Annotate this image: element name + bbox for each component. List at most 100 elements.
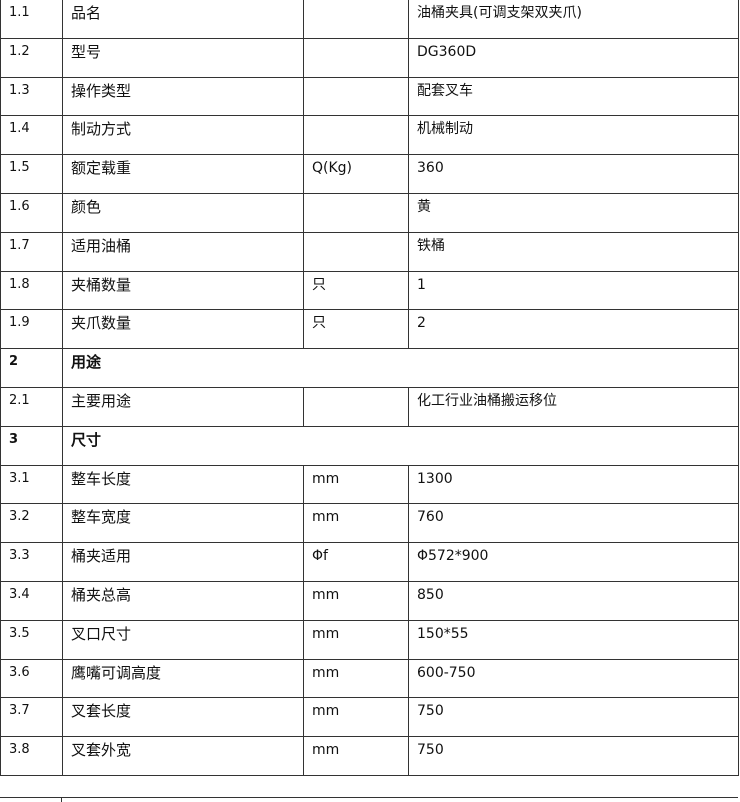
- cell-value: 化工行业油桶搬运移位: [408, 386, 739, 427]
- spec-row: 3.6 鹰嘴可调高度 mm 600-750: [0, 658, 739, 699]
- cell-name: 主要用途: [62, 386, 304, 427]
- cell-unit: mm: [303, 619, 409, 660]
- cell-no: 1.3: [0, 76, 63, 117]
- spec-row: 3.1 整车长度 mm 1300: [0, 464, 739, 505]
- cell-value: 600-750: [408, 658, 739, 699]
- cell-no: 3.7: [0, 697, 63, 738]
- cell-unit: [303, 231, 409, 272]
- cell-name: 操作类型: [62, 76, 304, 117]
- cell-name: 整车宽度: [62, 503, 304, 544]
- cell-no: 1.5: [0, 154, 63, 194]
- cell-unit: mm: [303, 736, 409, 776]
- spec-row: 3.4 桶夹总高 mm 850: [0, 580, 739, 621]
- cell-no: 3.2: [0, 503, 63, 544]
- cell-no: 3.5: [0, 619, 63, 660]
- cell-no: 2: [0, 348, 63, 388]
- section-row: 2 用途: [0, 348, 739, 388]
- cell-value: 1300: [408, 464, 739, 505]
- spec-row: 3.3 桶夹适用 Φf Φ572*900: [0, 542, 739, 582]
- cell-unit: mm: [303, 503, 409, 544]
- cell-no: 1.2: [0, 37, 63, 78]
- cell-unit: 只: [303, 270, 409, 311]
- cell-name: 夹桶数量: [62, 270, 304, 311]
- cell-unit: [303, 0, 409, 39]
- cell-name: 叉套外宽: [62, 736, 304, 776]
- cell-unit: [303, 115, 409, 156]
- cell-name: 制动方式: [62, 115, 304, 156]
- cell-no: 2.1: [0, 386, 63, 427]
- spec-row: 2.1 主要用途 化工行业油桶搬运移位: [0, 386, 739, 427]
- cell-value: 750: [408, 697, 739, 738]
- spec-row: 3.7 叉套长度 mm 750: [0, 697, 739, 738]
- cell-name: 鹰嘴可调高度: [62, 658, 304, 699]
- cell-value: 750: [408, 736, 739, 776]
- cell-no: 1.6: [0, 192, 63, 233]
- spec-row: 1.5 额定载重 Q(Kg) 360: [0, 154, 739, 194]
- cell-unit: Φf: [303, 542, 409, 582]
- cell-no: 3.3: [0, 542, 63, 582]
- cell-name: 叉套长度: [62, 697, 304, 738]
- cell-unit: mm: [303, 658, 409, 699]
- spec-row: 1.2 型号 DG360D: [0, 37, 739, 78]
- cell-no: 3.1: [0, 464, 63, 505]
- cell-value: DG360D: [408, 37, 739, 78]
- cell-no: 3: [0, 425, 63, 466]
- cell-name: 桶夹总高: [62, 580, 304, 621]
- spec-table: 1.1 品名 油桶夹具(可调支架双夹爪) 1.2 型号 DG360D 1.3 操作类型 配套叉车…: [0, 0, 739, 776]
- cell-unit: 只: [303, 309, 409, 350]
- spec-row: 1.4 制动方式 机械制动: [0, 115, 739, 156]
- cell-value: 150*55: [408, 619, 739, 660]
- cell-no: 1.7: [0, 231, 63, 272]
- cell-no: 1.1: [0, 0, 63, 39]
- cell-unit: mm: [303, 580, 409, 621]
- spec-row: 3.5 叉口尺寸 mm 150*55: [0, 619, 739, 660]
- cell-name: 颜色: [62, 192, 304, 233]
- cell-no: 1.8: [0, 270, 63, 311]
- cell-unit: [303, 37, 409, 78]
- cell-unit: [303, 386, 409, 427]
- cell-unit: Q(Kg): [303, 154, 409, 194]
- cell-value: 850: [408, 580, 739, 621]
- spec-row: 1.9 夹爪数量只 2: [0, 309, 739, 350]
- spec-row: 3.8 叉套外宽 mm 750: [0, 736, 739, 776]
- spec-row: 1.6 颜色 黄: [0, 192, 739, 233]
- cell-value: 铁桶: [408, 231, 739, 272]
- cell-value: 360: [408, 154, 739, 194]
- cell-name: 夹爪数量: [62, 309, 304, 350]
- cell-no: 1.9: [0, 309, 63, 350]
- cell-unit: [303, 76, 409, 117]
- cell-no: 1.4: [0, 115, 63, 156]
- cell-unit: mm: [303, 464, 409, 505]
- cell-value: 配套叉车: [408, 76, 739, 117]
- spec-row: 1.3 操作类型 配套叉车: [0, 76, 739, 117]
- spec-row: 1.7 适用油桶 铁桶: [0, 231, 739, 272]
- cell-value: 黄: [408, 192, 739, 233]
- cell-section-title: 尺寸: [62, 425, 739, 466]
- cell-section-title: 用途: [62, 348, 739, 388]
- cell-no: 3.4: [0, 580, 63, 621]
- cell-name: 整车长度: [62, 464, 304, 505]
- cell-value: 760: [408, 503, 739, 544]
- cell-unit: mm: [303, 697, 409, 738]
- cell-value: 2: [408, 309, 739, 350]
- cell-name: 桶夹适用: [62, 542, 304, 582]
- cell-value: 油桶夹具(可调支架双夹爪): [408, 0, 739, 39]
- spec-row: 1.1 品名 油桶夹具(可调支架双夹爪): [0, 0, 739, 39]
- cell-name: 额定载重: [62, 154, 304, 194]
- cell-no: 3.6: [0, 658, 63, 699]
- spec-row: 1.8 夹桶数量只 1: [0, 270, 739, 311]
- cell-name: 品名: [62, 0, 304, 39]
- table-body: 1.1 品名 油桶夹具(可调支架双夹爪) 1.2 型号 DG360D 1.3 操作类型 配套叉车…: [0, 0, 739, 776]
- cell-value: Φ572*900: [408, 542, 739, 582]
- next-row-edge: [0, 797, 738, 802]
- cell-value: 机械制动: [408, 115, 739, 156]
- cell-no: 3.8: [0, 736, 63, 776]
- spec-row: 3.2 整车宽度 mm 760: [0, 503, 739, 544]
- cell-name: 叉口尺寸: [62, 619, 304, 660]
- cell-name: 适用油桶: [62, 231, 304, 272]
- cell-unit: [303, 192, 409, 233]
- section-row: 3 尺寸: [0, 425, 739, 466]
- cell-name: 型号: [62, 37, 304, 78]
- cell-value: 1: [408, 270, 739, 311]
